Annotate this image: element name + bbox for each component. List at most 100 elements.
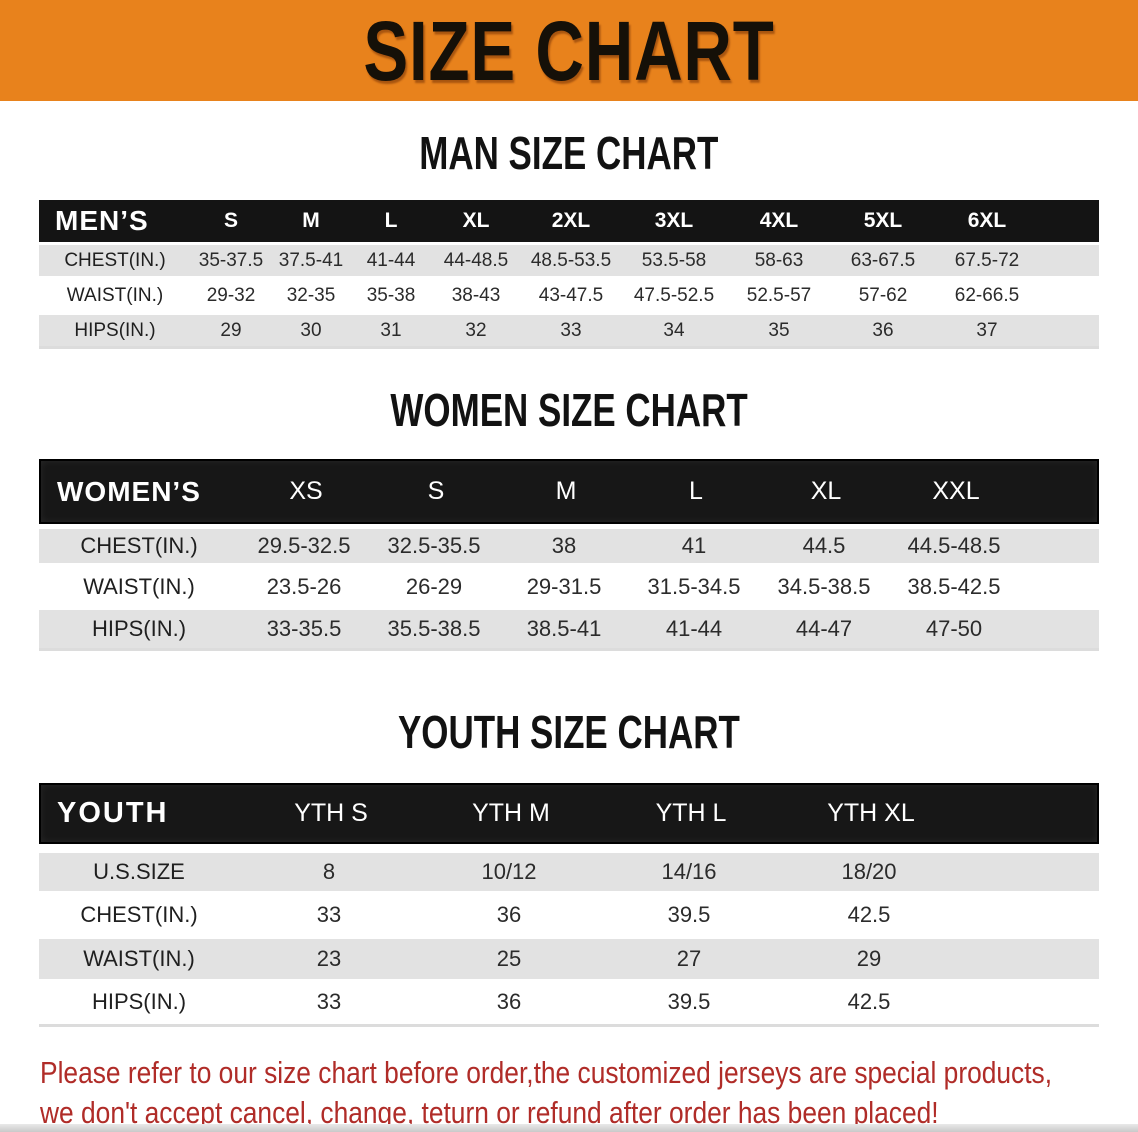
table-cell: 39.5 <box>667 988 711 1014</box>
table-cell: 18/20 <box>841 859 897 884</box>
table-cell: 32-35 <box>286 284 336 306</box>
table-row: U.S.SIZE 8 10/12 14/16 18/20 <box>39 853 1099 891</box>
table-row: WAIST(IN.) 29-32 32-35 35-38 38-43 43-47… <box>39 276 1099 315</box>
womens-table-header-row: WOMEN’S XS S M L XL XXL <box>39 459 1099 524</box>
page-title: SIZE CHART <box>363 3 775 98</box>
table-cell: 41-44 <box>665 616 723 641</box>
size-column-header: XL <box>462 209 490 232</box>
spacer-cell <box>959 891 1099 939</box>
spacer-cell <box>959 979 1099 1024</box>
size-column-header: 5XL <box>863 209 903 232</box>
table-cell: 39.5 <box>667 902 711 927</box>
spacer-cell <box>1039 276 1099 315</box>
table-cell: 35 <box>768 319 790 341</box>
table-cell: 26-29 <box>405 573 463 599</box>
spacer-cell <box>959 939 1099 979</box>
table-row: WAIST(IN.) 23 25 27 29 <box>39 939 1099 979</box>
size-column-header: M <box>302 209 320 232</box>
mens-table-header-row: MEN’S S M L XL 2XL 3XL 4XL 5XL 6XL <box>39 200 1099 242</box>
table-cell: 32 <box>465 319 487 341</box>
youth-table-header-row: YOUTH YTH S YTH M YTH L YTH XL <box>39 783 1099 844</box>
men-section-heading: MAN SIZE CHART <box>0 128 1138 178</box>
table-cell: 47-50 <box>925 616 983 641</box>
table-row: HIPS(IN.) 29 30 31 32 33 34 35 36 37 <box>39 315 1099 346</box>
table-cell: 35-37.5 <box>198 249 264 271</box>
mens-table-body: CHEST(IN.) 35-37.5 37.5-41 41-44 44-48.5… <box>39 245 1099 349</box>
size-column-header: YTH M <box>472 799 550 827</box>
spacer-cell <box>959 853 1099 891</box>
table-cell: 53.5-58 <box>641 249 707 271</box>
spacer-cell <box>1039 245 1099 276</box>
womens-size-table: WOMEN’S XS S M L XL XXL CHEST(IN.) 29.5-… <box>39 459 1099 651</box>
table-bottom-divider <box>39 648 1099 651</box>
table-cell: 31.5-34.5 <box>647 573 741 599</box>
womens-table-body: CHEST(IN.) 29.5-32.5 32.5-35.5 38 41 44.… <box>39 529 1099 651</box>
table-cell: 38.5-41 <box>526 616 602 641</box>
table-cell: 47.5-52.5 <box>633 284 715 306</box>
table-cell: 25 <box>496 946 522 971</box>
table-row: CHEST(IN.) 33 36 39.5 42.5 <box>39 891 1099 939</box>
table-row: CHEST(IN.) 29.5-32.5 32.5-35.5 38 41 44.… <box>39 529 1099 563</box>
disclaimer-line-1: Please refer to our size chart before or… <box>40 1055 1053 1090</box>
spacer-cell <box>1039 315 1099 346</box>
size-column-header: 2XL <box>551 209 591 232</box>
table-cell: 29-31.5 <box>526 573 602 599</box>
men-heading-text: MAN SIZE CHART <box>419 127 719 179</box>
youth-table-body: U.S.SIZE 8 10/12 14/16 18/20 CHEST(IN.) … <box>39 853 1099 1027</box>
size-column-header: 3XL <box>654 209 694 232</box>
spacer-cell <box>1019 529 1099 563</box>
table-cell: 36 <box>496 988 522 1014</box>
table-cell: 58-63 <box>754 249 804 271</box>
table-cell: 33 <box>316 988 342 1014</box>
table-cell: 29 <box>220 319 242 341</box>
spacer-cell <box>1019 610 1099 648</box>
table-cell: 38 <box>551 533 577 558</box>
table-cell: 67.5-72 <box>954 249 1020 271</box>
table-cell: 23 <box>316 946 342 971</box>
spacer-cell <box>1019 563 1099 610</box>
womens-table-title: WOMEN’S <box>57 475 201 507</box>
spacer-cell <box>1039 200 1099 242</box>
size-column-header: XS <box>289 477 323 505</box>
table-cell: 31 <box>380 319 402 341</box>
table-cell: 35.5-38.5 <box>387 616 481 641</box>
row-label: HIPS(IN.) <box>74 319 156 341</box>
row-label: WAIST(IN.) <box>83 573 195 599</box>
table-cell: 36 <box>496 902 522 927</box>
table-cell: 8 <box>322 859 336 884</box>
size-column-header: M <box>555 477 577 505</box>
table-cell: 33 <box>560 319 582 341</box>
size-column-header: L <box>689 477 703 505</box>
youth-size-table: YOUTH YTH S YTH M YTH L YTH XL U.S.SIZE … <box>39 783 1099 1027</box>
table-cell: 35-38 <box>366 284 416 306</box>
size-column-header: 4XL <box>759 209 799 232</box>
row-label: CHEST(IN.) <box>80 902 198 927</box>
table-cell: 52.5-57 <box>746 284 812 306</box>
table-cell: 29.5-32.5 <box>257 533 351 558</box>
table-row: HIPS(IN.) 33 36 39.5 42.5 <box>39 979 1099 1024</box>
table-cell: 10/12 <box>481 859 537 884</box>
table-bottom-divider <box>39 346 1099 349</box>
table-cell: 37.5-41 <box>278 249 344 271</box>
bottom-edge-strip <box>0 1124 1138 1132</box>
table-cell: 63-67.5 <box>850 249 916 271</box>
youth-table-title: YOUTH <box>57 797 169 829</box>
size-column-header: YTH L <box>655 799 727 827</box>
spacer-cell <box>961 785 1101 842</box>
youth-section-heading: YOUTH SIZE CHART <box>0 707 1138 757</box>
table-row: CHEST(IN.) 35-37.5 37.5-41 41-44 44-48.5… <box>39 245 1099 276</box>
table-cell: 23.5-26 <box>266 573 342 599</box>
table-cell: 44.5 <box>802 533 846 558</box>
table-cell: 41-44 <box>366 249 416 271</box>
table-cell: 41 <box>681 533 707 558</box>
women-heading-text: WOMEN SIZE CHART <box>390 384 748 436</box>
row-label: HIPS(IN.) <box>91 616 187 641</box>
table-cell: 43-47.5 <box>538 284 604 306</box>
table-cell: 14/16 <box>661 859 717 884</box>
table-row: HIPS(IN.) 33-35.5 35.5-38.5 38.5-41 41-4… <box>39 610 1099 648</box>
table-bottom-divider <box>39 1024 1099 1027</box>
table-cell: 29 <box>856 946 882 971</box>
table-cell: 34.5-38.5 <box>777 573 871 599</box>
table-cell: 44-48.5 <box>443 249 509 271</box>
